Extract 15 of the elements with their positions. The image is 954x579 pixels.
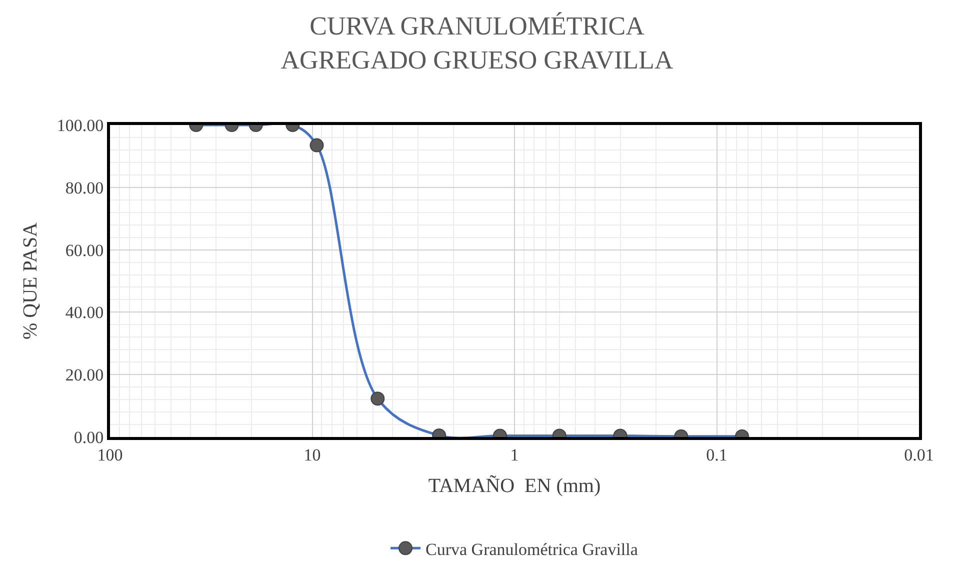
chart-title: CURVA GRANULOMÉTRICA AGREGADO GRUESO GRAVILLA: [280, 12, 674, 75]
y-tick-label: 60.00: [65, 240, 104, 260]
x-axis-title: TAMAÑO EN (mm): [428, 474, 601, 497]
x-tick-label: 10: [304, 445, 321, 464]
y-tick-label: 0.00: [74, 428, 104, 447]
y-axis-title: % QUE PASA: [19, 222, 42, 340]
x-tick-label: 0.01: [904, 445, 934, 464]
legend-label: Curva Granulométrica Gravilla: [426, 540, 638, 559]
y-tick-label: 20.00: [65, 366, 104, 385]
y-tick-label: 40.00: [65, 303, 104, 322]
y-tick-label: 100.00: [56, 116, 104, 135]
x-tick-label: 0.1: [706, 445, 728, 464]
x-tick-label: 100: [97, 445, 123, 464]
y-tick-label: 80.00: [65, 178, 104, 198]
x-tick-label: 1: [510, 445, 519, 464]
